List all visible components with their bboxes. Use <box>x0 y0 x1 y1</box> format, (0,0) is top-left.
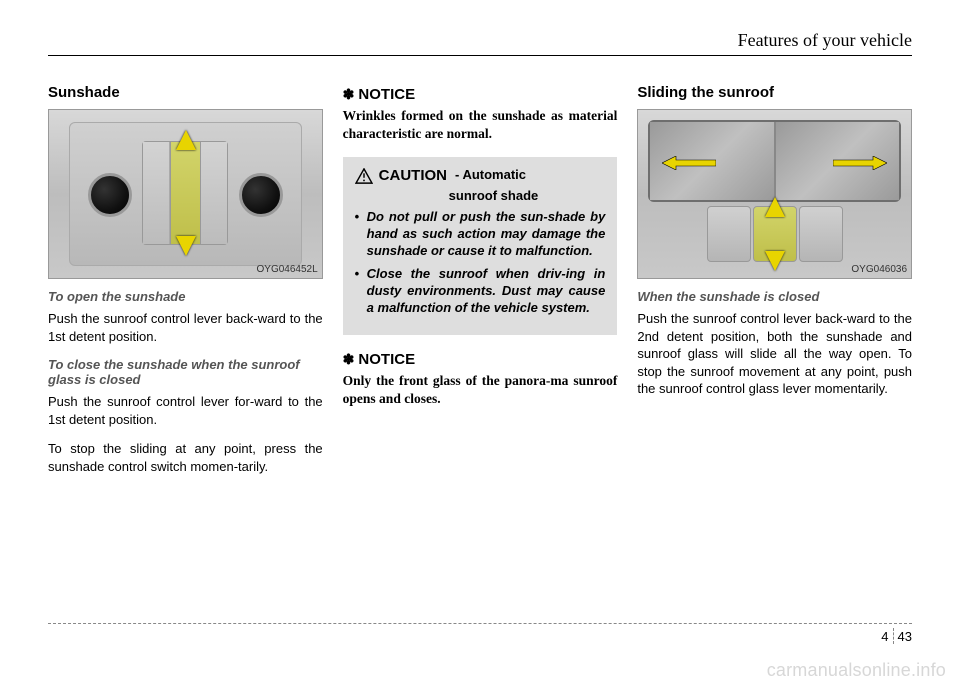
caution-header: CAUTION - Automatic <box>355 167 606 184</box>
content-columns: Sunshade OYG046452L To ope <box>48 84 912 487</box>
open-sunshade-subhead: To open the sunshade <box>48 289 323 304</box>
figure-code: OYG046452L <box>257 264 318 275</box>
caution-subtitle-2: sunroof shade <box>449 188 606 203</box>
arrow-down-icon <box>765 251 785 271</box>
section-number: 4 <box>881 629 888 644</box>
caution-item-1: Do not pull or push the sun-shade by han… <box>355 209 606 260</box>
sunshade-closed-text: Push the sunroof control lever back-ward… <box>637 310 912 398</box>
arrow-left-icon <box>662 156 716 166</box>
notice-2-word: NOTICE <box>358 351 415 368</box>
column-2: ✽NOTICE Wrinkles formed on the sunshade … <box>343 84 618 487</box>
page-footer: 4 43 <box>48 623 912 645</box>
page-number-value: 43 <box>898 629 912 644</box>
sliding-heading: Sliding the sunroof <box>637 84 912 101</box>
notice-1-label: ✽NOTICE <box>343 86 618 103</box>
arrow-down-icon <box>176 236 196 256</box>
close-sunshade-subhead: To close the sunshade when the sunroof g… <box>48 357 323 387</box>
figure-sliding-sunroof: OYG046036 <box>637 109 912 279</box>
warning-triangle-icon <box>355 168 373 184</box>
notice-1-word: NOTICE <box>358 86 415 103</box>
notice-star-icon: ✽ <box>343 351 355 367</box>
arrow-up-icon <box>765 197 785 217</box>
map-light-left <box>88 173 132 217</box>
notice-1-text: Wrinkles formed on the sunshade as mater… <box>343 107 618 143</box>
switch-center-highlight <box>170 142 201 244</box>
control-row <box>648 206 901 262</box>
watermark-text: carmanualsonline.info <box>767 660 946 681</box>
figure-code: OYG046036 <box>851 264 907 275</box>
close-sunshade-text-1: Push the sunroof control lever for-ward … <box>48 393 323 428</box>
sunroof-switch-cluster <box>142 141 228 245</box>
arrow-up-icon <box>176 130 196 150</box>
caution-box: CAUTION - Automatic sunroof shade Do not… <box>343 157 618 334</box>
caution-subtitle-1: - Automatic <box>455 167 526 182</box>
notice-2-text: Only the front glass of the panora-ma su… <box>343 372 618 408</box>
page: Features of your vehicle Sunshade <box>0 0 960 487</box>
figure-sunshade-console: OYG046452L <box>48 109 323 279</box>
sunroof-glass <box>648 120 901 202</box>
page-header: Features of your vehicle <box>48 30 912 56</box>
sunroof-pane-left <box>650 122 775 200</box>
caution-item-2: Close the sunroof when driv-ing in dusty… <box>355 266 606 317</box>
close-sunshade-text-2: To stop the sliding at any point, press … <box>48 440 323 475</box>
page-number: 4 43 <box>881 628 912 644</box>
switch-right <box>201 142 227 244</box>
notice-star-icon: ✽ <box>343 86 355 102</box>
sunshade-heading: Sunshade <box>48 84 323 101</box>
page-num-separator <box>893 628 894 644</box>
column-3: Sliding the sunroof <box>637 84 912 487</box>
header-title: Features of your vehicle <box>738 30 912 51</box>
switch-left <box>143 142 170 244</box>
ctrl-btn-3 <box>799 206 843 262</box>
sunshade-closed-subhead: When the sunshade is closed <box>637 289 912 304</box>
arrow-right-icon <box>833 156 887 166</box>
notice-2-label: ✽NOTICE <box>343 351 618 368</box>
map-light-right <box>239 173 283 217</box>
ctrl-btn-1 <box>707 206 751 262</box>
overhead-console <box>69 122 302 266</box>
sunroof-pane-right <box>776 122 899 200</box>
column-1: Sunshade OYG046452L To ope <box>48 84 323 487</box>
ctrl-btn-center-highlight <box>753 206 797 262</box>
caution-title: CAUTION <box>379 167 447 184</box>
open-sunshade-text: Push the sunroof control lever back-ward… <box>48 310 323 345</box>
caution-list: Do not pull or push the sun-shade by han… <box>355 209 606 316</box>
